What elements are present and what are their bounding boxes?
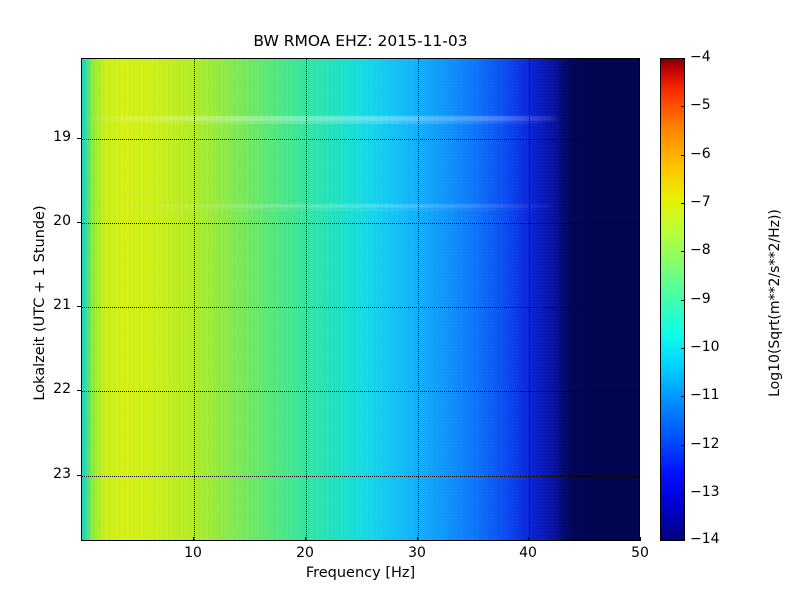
x-tick-label: 10 xyxy=(184,545,202,561)
gridline-y xyxy=(82,307,639,308)
y-tick-mark xyxy=(77,306,81,307)
y-tick-label: 21 xyxy=(53,297,71,313)
y-tick-label: 20 xyxy=(53,213,71,229)
x-tick-label: 20 xyxy=(296,545,314,561)
colorbar-tick-label: −9 xyxy=(690,291,711,307)
colorbar-tick-label: −12 xyxy=(690,436,720,452)
gridline-x xyxy=(306,59,307,540)
colorbar-tick-mark xyxy=(681,203,685,204)
colorbar-tick-mark xyxy=(681,540,685,541)
colorbar-label: Log10(Sqrt(m**2/s**2/Hz)) xyxy=(767,209,783,397)
colorbar-tick-label: −11 xyxy=(690,387,720,403)
colorbar-tick-mark xyxy=(681,155,685,156)
colorbar-tick-label: −7 xyxy=(690,194,711,210)
colorbar-tick-mark xyxy=(681,300,685,301)
gridline-x xyxy=(529,59,530,540)
spectrogram-noise-floor-band xyxy=(556,59,639,540)
x-tick-mark xyxy=(528,537,529,541)
gridline-x xyxy=(418,59,419,540)
gridline-y xyxy=(82,223,639,224)
y-tick-mark xyxy=(77,390,81,391)
colorbar-tick-mark xyxy=(681,396,685,397)
y-tick-mark xyxy=(77,222,81,223)
x-tick-mark xyxy=(193,537,194,541)
colorbar-tick-label: −8 xyxy=(690,242,711,258)
gridline-y xyxy=(82,391,639,392)
x-tick-label: 30 xyxy=(408,545,426,561)
colorbar-tick-label: −5 xyxy=(690,97,711,113)
x-tick-mark xyxy=(305,537,306,541)
page-title: BW RMOA EHZ: 2015-11-03 xyxy=(253,32,468,50)
colorbar-tick-label: −13 xyxy=(690,484,720,500)
x-tick-mark xyxy=(417,537,418,541)
y-tick-label: 23 xyxy=(53,466,71,482)
y-axis-label: Lokalzeit (UTC + 1 Stunde) xyxy=(32,205,48,401)
colorbar-tick-mark xyxy=(681,493,685,494)
gridline-y xyxy=(82,476,639,477)
colorbar-tick-label: −10 xyxy=(690,339,720,355)
y-tick-mark xyxy=(77,138,81,139)
colorbar-tick-mark xyxy=(681,58,685,59)
colorbar-tick-label: −4 xyxy=(690,49,711,65)
gridline-x xyxy=(194,59,195,540)
colorbar-tick-label: −6 xyxy=(690,146,711,162)
x-tick-mark xyxy=(640,537,641,541)
colorbar[interactable] xyxy=(660,58,685,541)
colorbar-tick-mark xyxy=(681,348,685,349)
x-tick-label: 40 xyxy=(519,545,537,561)
colorbar-tick-mark xyxy=(681,445,685,446)
x-tick-label: 50 xyxy=(631,545,649,561)
x-axis-label: Frequency [Hz] xyxy=(305,565,416,581)
colorbar-tick-mark xyxy=(681,106,685,107)
y-tick-mark xyxy=(77,475,81,476)
y-tick-label: 19 xyxy=(53,129,71,145)
colorbar-tick-mark xyxy=(681,251,685,252)
spectrogram-axes[interactable] xyxy=(81,58,640,541)
gridline-y xyxy=(82,139,639,140)
colorbar-tick-label: −14 xyxy=(690,531,720,547)
y-tick-label: 22 xyxy=(53,381,71,397)
